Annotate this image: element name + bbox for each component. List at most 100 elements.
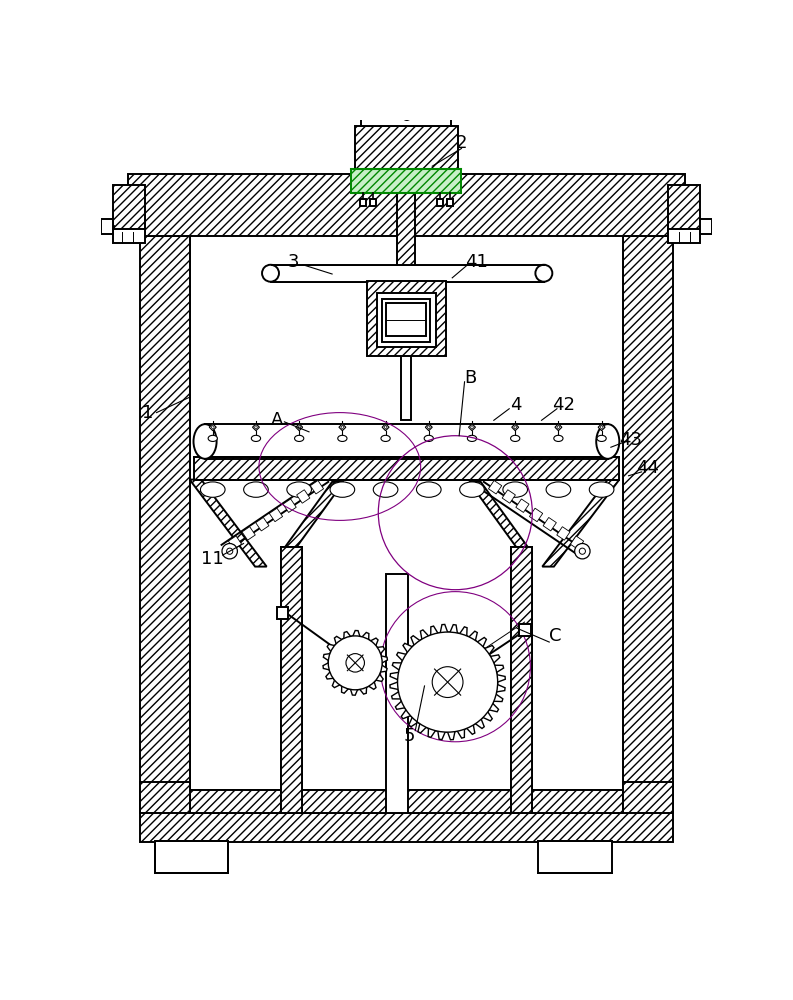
Bar bbox=[140, 235, 190, 813]
Bar bbox=[377, 293, 436, 347]
Text: 43: 43 bbox=[619, 431, 642, 449]
Polygon shape bbox=[557, 425, 560, 429]
Ellipse shape bbox=[554, 435, 563, 441]
Polygon shape bbox=[514, 425, 517, 429]
Bar bbox=[193, 457, 619, 480]
Polygon shape bbox=[502, 490, 515, 503]
Ellipse shape bbox=[546, 482, 571, 497]
Ellipse shape bbox=[460, 482, 485, 497]
Polygon shape bbox=[515, 499, 529, 512]
Bar bbox=[140, 811, 673, 842]
Polygon shape bbox=[488, 481, 502, 494]
Polygon shape bbox=[190, 480, 266, 567]
Polygon shape bbox=[425, 424, 432, 431]
Bar bbox=[155, 841, 228, 873]
Text: 41: 41 bbox=[465, 253, 488, 271]
Bar bbox=[281, 547, 302, 813]
Text: C: C bbox=[550, 627, 561, 645]
Polygon shape bbox=[530, 508, 542, 522]
Ellipse shape bbox=[201, 482, 225, 497]
Text: 5: 5 bbox=[404, 727, 415, 745]
Ellipse shape bbox=[589, 482, 614, 497]
Polygon shape bbox=[469, 482, 531, 551]
Bar bbox=[400, 355, 412, 420]
Bar bbox=[355, 126, 458, 169]
Polygon shape bbox=[323, 631, 388, 695]
Bar bbox=[519, 624, 531, 636]
Polygon shape bbox=[390, 624, 505, 740]
Ellipse shape bbox=[208, 435, 217, 441]
Polygon shape bbox=[297, 490, 310, 503]
Polygon shape bbox=[511, 424, 519, 431]
Text: 1: 1 bbox=[142, 404, 153, 422]
Bar bbox=[511, 547, 532, 813]
Bar bbox=[351, 169, 462, 193]
Polygon shape bbox=[282, 482, 343, 551]
Ellipse shape bbox=[596, 424, 619, 459]
Circle shape bbox=[227, 548, 233, 554]
Ellipse shape bbox=[193, 424, 216, 459]
Polygon shape bbox=[557, 527, 570, 540]
Polygon shape bbox=[211, 425, 214, 429]
Bar bbox=[102, 219, 113, 234]
Bar bbox=[270, 265, 544, 282]
Ellipse shape bbox=[424, 435, 434, 441]
Bar bbox=[190, 790, 623, 813]
Bar bbox=[155, 841, 228, 873]
Polygon shape bbox=[255, 425, 258, 429]
Circle shape bbox=[432, 667, 463, 698]
Polygon shape bbox=[598, 424, 605, 431]
Bar bbox=[277, 607, 288, 619]
Polygon shape bbox=[242, 527, 255, 540]
Text: 11: 11 bbox=[201, 550, 224, 568]
Bar bbox=[374, 76, 439, 88]
Ellipse shape bbox=[511, 435, 520, 441]
Ellipse shape bbox=[330, 482, 354, 497]
Polygon shape bbox=[296, 424, 303, 431]
Bar bbox=[360, 199, 366, 206]
Ellipse shape bbox=[294, 435, 304, 441]
Polygon shape bbox=[270, 508, 282, 522]
Polygon shape bbox=[570, 536, 584, 549]
Bar bbox=[511, 547, 532, 813]
Text: 2: 2 bbox=[456, 134, 467, 152]
Circle shape bbox=[403, 112, 411, 120]
Polygon shape bbox=[543, 517, 557, 531]
Bar bbox=[190, 790, 623, 813]
Polygon shape bbox=[341, 425, 344, 429]
Bar bbox=[437, 199, 443, 206]
Bar bbox=[370, 199, 376, 206]
Bar bbox=[128, 174, 685, 235]
Circle shape bbox=[579, 548, 585, 554]
Polygon shape bbox=[228, 536, 242, 549]
Circle shape bbox=[346, 654, 365, 672]
Bar bbox=[113, 185, 145, 232]
Bar bbox=[362, 88, 451, 126]
Text: A: A bbox=[270, 411, 283, 429]
Polygon shape bbox=[283, 499, 297, 512]
Polygon shape bbox=[555, 424, 562, 431]
Ellipse shape bbox=[467, 435, 477, 441]
Ellipse shape bbox=[416, 482, 441, 497]
Bar bbox=[446, 199, 453, 206]
Polygon shape bbox=[384, 425, 387, 429]
Bar bbox=[140, 782, 190, 813]
Bar bbox=[668, 229, 700, 243]
Bar bbox=[623, 782, 673, 813]
Polygon shape bbox=[255, 517, 269, 531]
Ellipse shape bbox=[374, 482, 398, 497]
Polygon shape bbox=[469, 424, 476, 431]
Text: 4: 4 bbox=[510, 396, 521, 414]
Circle shape bbox=[575, 544, 590, 559]
Circle shape bbox=[222, 544, 237, 559]
Ellipse shape bbox=[287, 482, 312, 497]
Text: 42: 42 bbox=[552, 396, 575, 414]
Ellipse shape bbox=[535, 265, 553, 282]
Circle shape bbox=[397, 632, 498, 732]
Text: 44: 44 bbox=[636, 459, 659, 477]
Bar bbox=[386, 303, 426, 336]
Ellipse shape bbox=[381, 435, 390, 441]
Polygon shape bbox=[339, 424, 346, 431]
Polygon shape bbox=[382, 424, 389, 431]
Polygon shape bbox=[600, 425, 603, 429]
